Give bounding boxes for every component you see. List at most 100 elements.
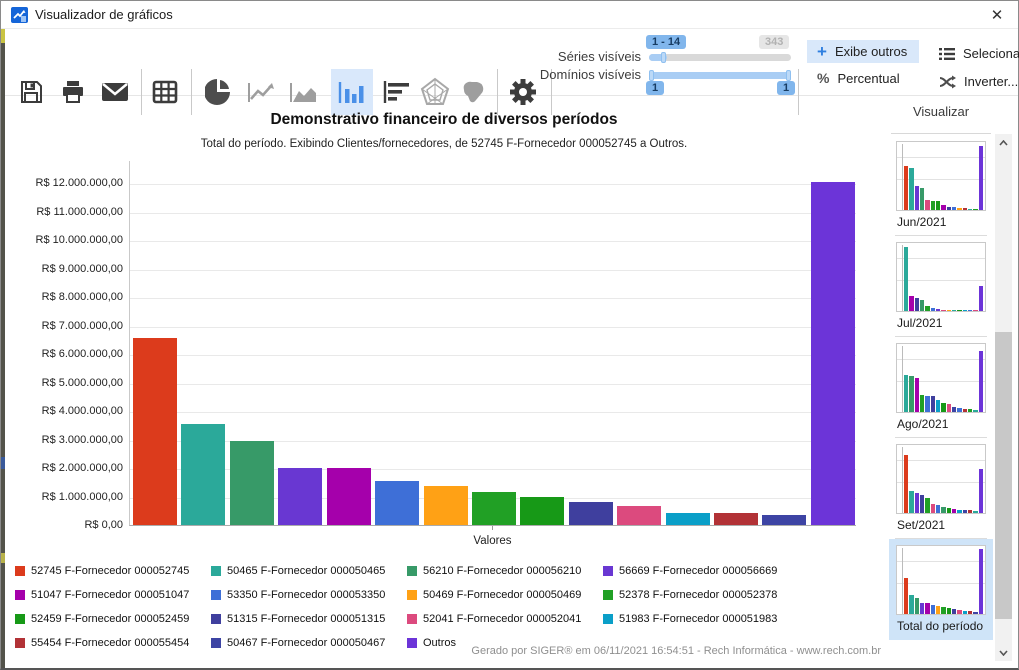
line-chart-button[interactable]: [245, 69, 277, 115]
domains-visible-slider[interactable]: [649, 70, 791, 81]
scroll-down-icon[interactable]: [995, 644, 1012, 661]
bar-56210: [229, 440, 274, 525]
thumb-bar: [904, 454, 909, 513]
sidebar-item-jul-2021[interactable]: Jul/2021: [889, 236, 993, 337]
email-button[interactable]: [99, 69, 131, 115]
thumb-bar: [941, 507, 946, 513]
sidebar-item-total-do-per-odo[interactable]: Total do período: [889, 539, 993, 640]
series-slider-handle[interactable]: [661, 52, 666, 63]
thumb-gridline: [897, 482, 985, 484]
thumb-bar: [967, 208, 973, 210]
thumb-bar: [973, 511, 978, 513]
thumb-bar: [951, 609, 957, 614]
thumb-bars: [902, 245, 983, 311]
thumb-bar: [930, 308, 935, 311]
domains-slider-fill: [649, 72, 791, 79]
bar-50465: [181, 423, 226, 525]
bar-51983: [665, 512, 710, 525]
sidebar-item-jun-2021[interactable]: Jun/2021: [889, 135, 993, 236]
thumb-bar: [973, 309, 978, 311]
thumb-bar: [925, 602, 930, 614]
series-visible-slider[interactable]: [649, 52, 791, 63]
thumb-gridline: [897, 583, 985, 585]
percentual-label: Percentual: [837, 70, 900, 86]
thumb-gridline: [897, 156, 985, 158]
y-axis-tick-label: R$ 2.000.000,00: [41, 462, 123, 474]
legend-swatch: [15, 590, 25, 600]
thumb-bar: [973, 612, 978, 614]
pie-chart-button[interactable]: [203, 69, 235, 115]
thumb-bar: [914, 492, 919, 513]
thumb-bar: [951, 309, 957, 311]
legend-swatch: [407, 614, 417, 624]
thumb-bar: [919, 394, 925, 412]
x-axis-label: Valores: [473, 535, 512, 547]
x-axis-tick: [492, 526, 493, 530]
legend-label: 56669 F-Fornecedor 000056669: [619, 565, 778, 577]
y-axis-tick-label: R$ 3.000.000,00: [41, 433, 123, 446]
selecionar-button[interactable]: Selecionar...: [929, 43, 1019, 64]
thumb-bars: [902, 346, 983, 412]
thumb-bar: [978, 350, 983, 412]
thumb-bar: [919, 494, 925, 513]
y-axis-tick-label: R$ 1.000.000,00: [41, 490, 123, 503]
thumb-bar: [919, 188, 925, 210]
thumb-bar: [925, 305, 930, 311]
thumb-gridline: [897, 358, 985, 360]
legend-label: 51315 F-Fornecedor 000051315: [227, 613, 386, 625]
sidebar-item-ago-2021[interactable]: Ago/2021: [889, 337, 993, 438]
table-button[interactable]: [149, 69, 181, 115]
legend-label: 50467 F-Fornecedor 000050467: [227, 637, 386, 649]
scrollbar-thumb[interactable]: [995, 332, 1012, 619]
legend-item: 52378 F-Fornecedor 000052378: [603, 589, 881, 601]
domains-slider-handle-max[interactable]: [786, 70, 791, 81]
chart-subtitle: Total do período. Exibindo Clientes/forn…: [200, 138, 688, 150]
footer-text: Gerado por SIGER® em 06/11/2021 16:54:51…: [471, 645, 881, 657]
sidebar-item-label: Jul/2021: [897, 316, 943, 330]
bar-chart-button[interactable]: [331, 69, 373, 115]
legend-item: 50467 F-Fornecedor 000050467: [211, 637, 407, 649]
domains-slider-handle-min[interactable]: [649, 70, 654, 81]
thumb-bar: [962, 208, 967, 210]
sidebar-scrollbar[interactable]: [995, 134, 1012, 661]
thumbnail-chart: [896, 141, 986, 211]
thumb-bar: [941, 309, 946, 311]
scroll-up-icon[interactable]: [995, 134, 1012, 151]
legend-item: 50469 F-Fornecedor 000050469: [407, 589, 603, 601]
bar-outros: [810, 181, 855, 525]
bar-51315: [568, 502, 613, 525]
area-chart-button[interactable]: [287, 69, 319, 115]
thumb-bar: [951, 509, 957, 513]
legend-label: Outros: [423, 637, 457, 649]
close-button[interactable]: ✕: [990, 7, 1004, 24]
thumb-bar: [904, 166, 909, 210]
y-axis-tick-label: R$ 9.000.000,00: [41, 262, 123, 275]
exibe-outros-button[interactable]: + Exibe outros: [807, 40, 919, 63]
bar-50467: [762, 514, 807, 525]
print-button[interactable]: [57, 69, 89, 115]
thumb-gridline: [897, 459, 985, 461]
settings-button[interactable]: [507, 69, 539, 115]
sidebar-item-separator: [895, 235, 987, 236]
hbar-chart-button[interactable]: [381, 69, 413, 115]
legend-item: Outros: [407, 637, 603, 649]
y-axis-tick-label: R$ 5.000.000,00: [41, 376, 123, 389]
thumb-bar: [957, 509, 962, 513]
thumbnail-chart: [896, 343, 986, 413]
thumb-bar: [957, 208, 962, 210]
bar-52041: [617, 505, 662, 525]
thumb-bar: [957, 309, 962, 311]
save-button[interactable]: [15, 69, 47, 115]
radar-chart-button[interactable]: [419, 69, 451, 115]
legend-item: 56669 F-Fornecedor 000056669: [603, 565, 881, 577]
thumb-bar: [919, 602, 925, 614]
thumb-bar: [962, 309, 967, 311]
percentual-button[interactable]: % Percentual: [807, 67, 919, 89]
legend-label: 50465 F-Fornecedor 000050465: [227, 565, 386, 577]
toolbar-separator: [551, 69, 552, 115]
sidebar-item-set-2021[interactable]: Set/2021: [889, 438, 993, 539]
y-axis-tick-label: R$ 10.000.000,00: [35, 234, 123, 246]
thumb-gridline: [897, 280, 985, 282]
inverter-button[interactable]: Inverter...: [929, 71, 1019, 92]
map-chart-button[interactable]: [457, 69, 489, 115]
